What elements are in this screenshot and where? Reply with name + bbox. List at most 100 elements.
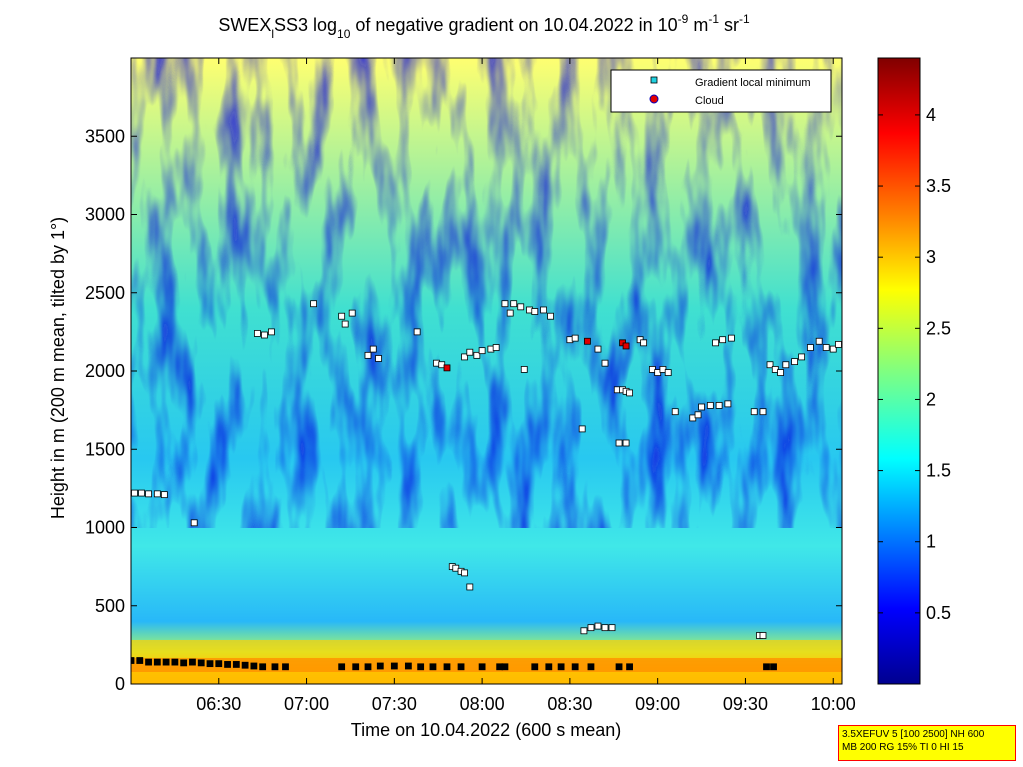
- info-box: 3.5XEFUV 5 [100 2500] NH 600 MB 200 RG 1…: [838, 725, 1016, 761]
- colorbar-tick-label: 3.5: [926, 176, 951, 196]
- gradient-minimum-marker: [443, 663, 451, 671]
- cloud-marker: [622, 342, 630, 350]
- gradient-minimum-marker: [364, 351, 372, 359]
- gradient-minimum-marker: [338, 663, 346, 671]
- gradient-minimum-marker: [282, 663, 289, 671]
- gradient-minimum-marker: [224, 661, 231, 668]
- y-tick-label: 1500: [85, 439, 125, 459]
- gradient-minimum-marker: [580, 627, 588, 635]
- y-tick-label: 500: [95, 596, 125, 616]
- gradient-minimum-marker: [153, 490, 161, 498]
- y-axis-label: Height in m (200 m mean, tilted by 1°): [48, 217, 68, 519]
- heatmap-image: [131, 58, 842, 684]
- gradient-minimum-marker: [461, 353, 468, 361]
- gradient-minimum-marker: [473, 351, 481, 359]
- chart-title: SWEXlSS3 log10 of negative gradient on 1…: [218, 12, 750, 41]
- gradient-minimum-marker: [540, 306, 547, 314]
- gradient-minimum-marker: [160, 491, 168, 499]
- x-tick-label: 09:00: [635, 694, 680, 714]
- gradient-minimum-marker: [180, 659, 188, 667]
- gradient-minimum-marker: [352, 663, 360, 671]
- gradient-minimum-marker: [250, 662, 258, 670]
- gradient-minimum-marker: [791, 358, 798, 366]
- colorbar-tick-label: 2: [926, 389, 936, 409]
- gradient-minimum-marker: [261, 331, 268, 339]
- gradient-minimum-marker: [413, 328, 421, 336]
- gradient-minimum-marker: [417, 663, 425, 671]
- gradient-minimum-marker: [545, 663, 553, 671]
- gradient-minimum-marker: [145, 658, 152, 666]
- gradient-minimum-marker: [587, 624, 595, 632]
- gradient-minimum-marker: [822, 344, 830, 351]
- y-tick-label: 0: [115, 674, 125, 694]
- gradient-minimum-marker: [259, 663, 267, 671]
- data-markers: [131, 300, 842, 671]
- colorbar-tick-label: 3: [926, 247, 936, 267]
- gradient-minimum-marker: [271, 663, 279, 671]
- gradient-minimum-marker: [626, 663, 633, 671]
- gradient-minimum-marker: [145, 490, 152, 498]
- colorbar-ticks: 0.5 1 1.5 2 2.5 3 3.5 4: [878, 105, 951, 623]
- gradient-minimum-marker: [232, 661, 240, 668]
- gradient-minimum-marker: [815, 337, 823, 345]
- cloud-marker: [443, 364, 451, 372]
- gradient-minimum-marker: [601, 359, 609, 367]
- gradient-minimum-marker: [601, 624, 609, 632]
- gradient-minimum-marker: [571, 334, 579, 342]
- colorbar: 0.5 1 1.5 2 2.5 3 3.5 4: [877, 57, 951, 685]
- gradient-minimum-marker: [375, 355, 382, 362]
- y-axis: 0 500 1000 1500 2000 2500 3000 3500: [85, 126, 842, 694]
- gradient-minimum-marker: [138, 489, 145, 497]
- gradient-minimum-marker: [461, 569, 468, 577]
- gradient-minimum-marker: [369, 345, 377, 353]
- gradient-minimum-marker: [338, 312, 346, 320]
- gradient-minimum-marker: [466, 348, 474, 356]
- gradient-minimum-marker: [162, 658, 170, 666]
- x-tick-label: 06:30: [196, 694, 241, 714]
- colorbar-tick-label: 4: [926, 105, 936, 125]
- gradient-minimum-marker: [341, 320, 349, 328]
- y-tick-label: 1000: [85, 518, 125, 538]
- gradient-minimum-marker: [615, 439, 623, 447]
- cloud-marker: [584, 337, 591, 345]
- gradient-minimum-marker: [197, 659, 205, 667]
- gradient-minimum-marker: [501, 300, 509, 308]
- gradient-minimum-marker: [510, 300, 518, 308]
- gradient-minimum-marker: [694, 411, 702, 419]
- gradient-minimum-marker: [750, 408, 758, 416]
- gradient-minimum-marker: [153, 658, 161, 666]
- gradient-minimum-marker: [189, 658, 196, 666]
- gradient-minimum-marker: [712, 339, 719, 347]
- gradient-minimum-marker: [622, 439, 630, 447]
- gradient-minimum-marker: [215, 660, 223, 668]
- gradient-minimum-marker: [719, 336, 727, 344]
- gradient-minimum-marker: [131, 657, 135, 664]
- gradient-minimum-marker: [587, 663, 595, 671]
- gradient-minimum-marker: [640, 339, 648, 347]
- gradient-minimum-marker: [190, 519, 198, 527]
- gradient-minimum-marker: [770, 663, 777, 671]
- gradient-minimum-marker: [376, 662, 384, 670]
- y-tick-label: 2500: [85, 283, 125, 303]
- gradient-minimum-marker: [390, 662, 398, 670]
- y-tick-label: 3500: [85, 126, 125, 146]
- legend-cloud-label: Cloud: [695, 95, 724, 107]
- x-tick-label: 08:00: [460, 694, 505, 714]
- gradient-minimum-marker: [766, 361, 774, 369]
- info-line-2: MB 200 RG 15% TI 0 HI 15: [842, 742, 964, 753]
- gradient-minimum-marker: [706, 402, 714, 409]
- gradient-minimum-marker: [404, 662, 412, 670]
- colorbar-tick-label: 1: [926, 532, 936, 552]
- gradient-minimum-marker: [206, 660, 214, 668]
- gradient-minimum-marker: [594, 345, 602, 353]
- gradient-minimum-marker: [777, 369, 784, 376]
- x-axis-label: Time on 10.04.2022 (600 s mean): [351, 720, 622, 740]
- gradient-minimum-marker: [671, 408, 679, 416]
- gradient-minimum-marker: [615, 663, 623, 671]
- y-tick-label: 3000: [85, 205, 125, 225]
- gradient-minimum-marker: [759, 408, 767, 416]
- gradient-minimum-marker: [348, 309, 356, 317]
- x-tick-label: 07:30: [372, 694, 417, 714]
- gradient-minimum-marker: [241, 661, 249, 669]
